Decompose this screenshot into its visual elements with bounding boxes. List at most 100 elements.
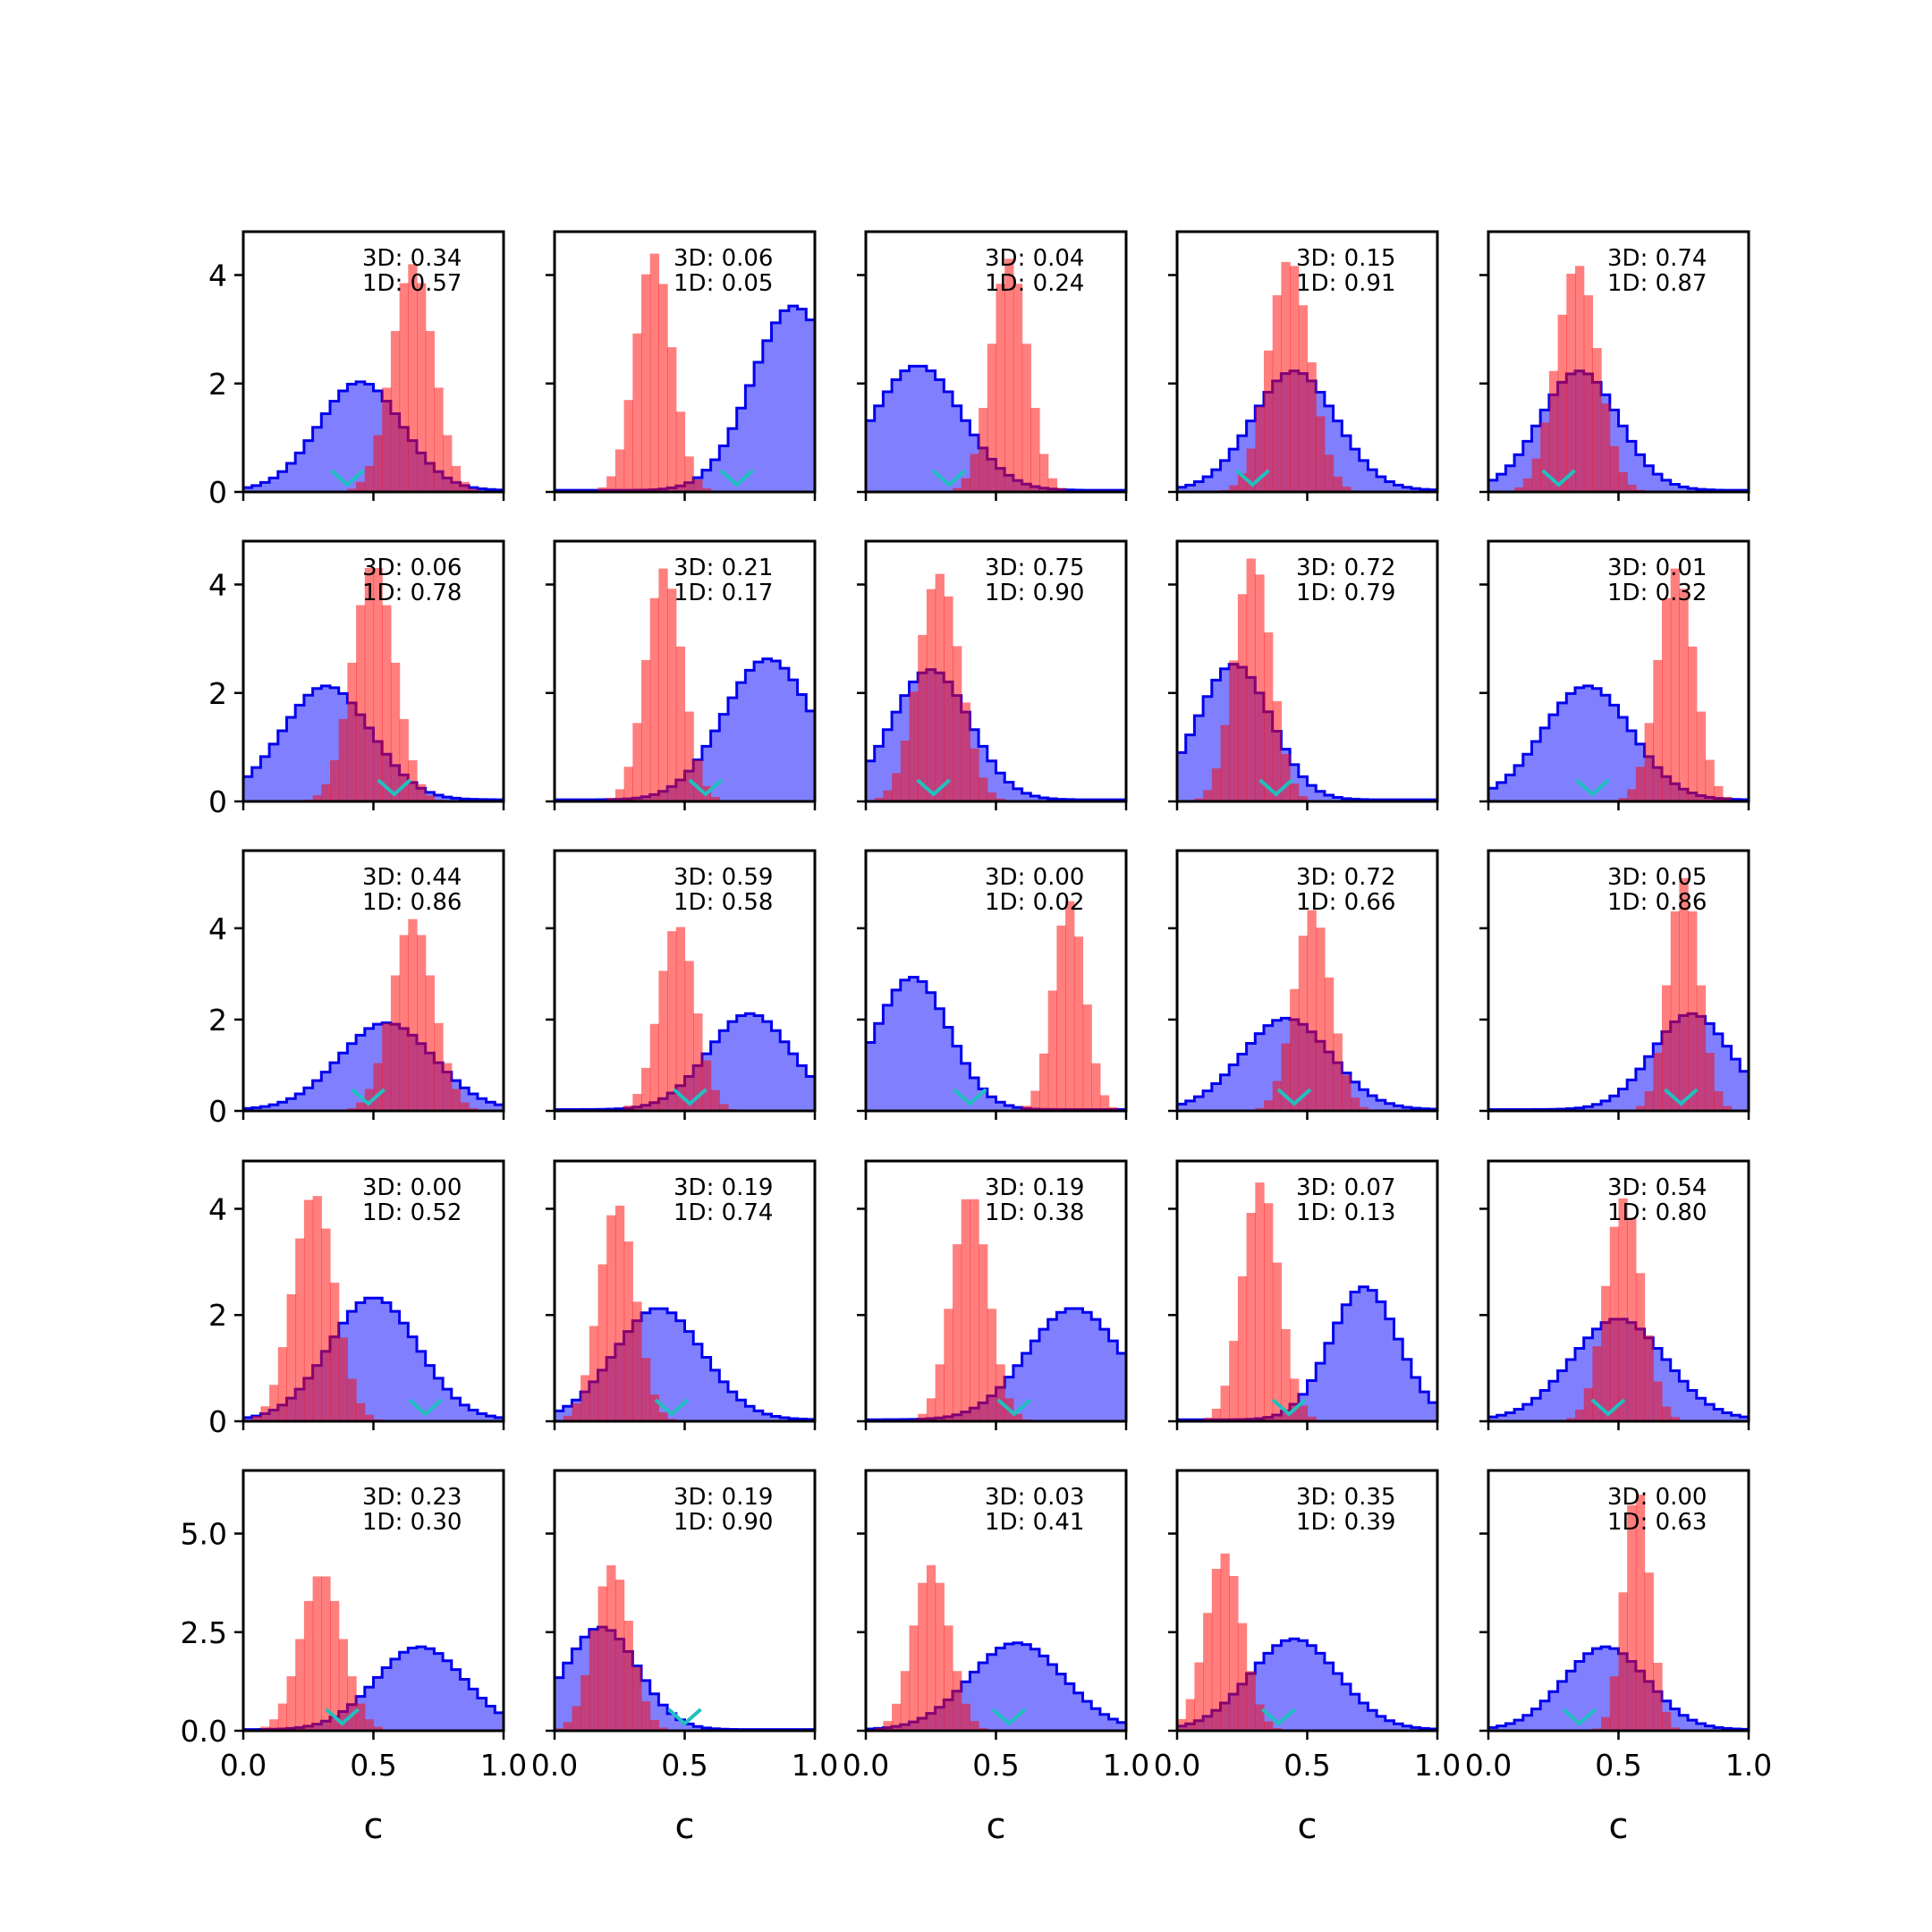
red-histogram-bar — [1246, 1213, 1256, 1421]
x-axis-label: c — [675, 1806, 695, 1847]
x-tick-label: 1.0 — [480, 1748, 527, 1783]
red-histogram-bar — [1255, 1107, 1265, 1111]
red-histogram-bar — [321, 784, 331, 801]
red-histogram-bar — [382, 605, 392, 801]
x-tick-label: 0.5 — [972, 1748, 1019, 1783]
red-histogram-bar — [1540, 422, 1550, 492]
red-histogram-bar — [1237, 1275, 1248, 1421]
blue-histogram-fill — [866, 977, 1126, 1111]
red-histogram-bar — [953, 1671, 962, 1731]
red-histogram-bar — [460, 481, 470, 492]
true-value-marker — [672, 1088, 708, 1106]
y-tick-label: 0.0 — [181, 1714, 227, 1749]
red-histogram-bar — [1255, 406, 1265, 492]
red-histogram-bar — [1627, 789, 1637, 801]
red-histogram-bar — [1531, 458, 1541, 492]
annotation-3d: 3D: 0.35 — [1296, 1484, 1395, 1511]
y-tick-label: 0 — [208, 1094, 227, 1129]
red-histogram-bar — [961, 478, 970, 492]
red-histogram-bar — [970, 1721, 979, 1731]
red-histogram-bar — [1342, 1074, 1352, 1111]
red-histogram-bar — [1609, 1676, 1620, 1731]
red-histogram-bar — [330, 760, 340, 801]
red-histogram-bar — [1030, 408, 1040, 492]
red-histogram-bar — [1627, 1504, 1637, 1731]
red-histogram-bar — [356, 605, 366, 801]
annotation-1d: 1D: 0.87 — [1607, 270, 1707, 297]
red-histogram-bar — [701, 1060, 712, 1111]
true-value-marker — [996, 1398, 1032, 1417]
blue-histogram-outline — [242, 1021, 505, 1111]
blue-histogram-fill — [555, 658, 815, 801]
annotation-3d: 3D: 0.00 — [1607, 1484, 1707, 1511]
red-histogram-bar — [373, 1726, 383, 1731]
y-tick-label: 4 — [208, 1191, 227, 1226]
true-value-marker — [408, 1398, 444, 1417]
red-histogram-bar — [364, 465, 375, 492]
red-histogram-bar — [364, 567, 375, 801]
red-histogram-bar — [1272, 1262, 1282, 1421]
red-histogram-bar — [874, 797, 884, 801]
red-histogram-bar — [719, 1104, 729, 1111]
red-histogram-bar — [606, 798, 616, 801]
red-histogram-bar — [1281, 1329, 1291, 1421]
annotation-3d: 3D: 0.07 — [1296, 1174, 1395, 1201]
red-histogram-bar — [684, 961, 694, 1111]
red-histogram-bar — [1644, 723, 1654, 801]
red-histogram-bar — [277, 1703, 288, 1731]
red-histogram-bar — [935, 1364, 945, 1421]
red-histogram-bar — [874, 1727, 884, 1731]
red-histogram-bar — [1264, 632, 1274, 801]
red-histogram-bar — [1705, 759, 1715, 801]
red-histogram-bar — [658, 568, 668, 801]
red-histogram-bar — [1177, 1718, 1187, 1731]
red-histogram-bar — [1662, 1406, 1672, 1421]
red-histogram-bar — [632, 1093, 642, 1111]
red-histogram-bar — [1264, 350, 1274, 492]
x-tick-label: 0.0 — [531, 1748, 578, 1783]
blue-histogram-fill — [866, 366, 1126, 492]
red-histogram-bar — [1679, 877, 1689, 1111]
red-histogram-bar — [356, 481, 366, 492]
red-histogram-bar — [356, 1102, 366, 1111]
y-tick-label: 0 — [208, 784, 227, 819]
annotation-1d: 1D: 0.79 — [1296, 580, 1395, 606]
red-histogram-bar — [996, 1364, 1005, 1421]
x-tick-label: 0.5 — [350, 1748, 396, 1783]
red-histogram-bar — [675, 646, 686, 801]
red-histogram-bar — [338, 1337, 348, 1421]
red-histogram-bar — [356, 1402, 366, 1421]
true-value-marker — [953, 1088, 987, 1106]
red-histogram-bar — [1298, 936, 1309, 1111]
x-axis-label: c — [1609, 1806, 1629, 1847]
blue-histogram-outline — [1487, 369, 1750, 492]
red-histogram-bar — [451, 465, 462, 492]
red-histogram-bar — [390, 331, 401, 492]
red-histogram-bar — [649, 253, 659, 492]
y-tick-label: 2 — [208, 1003, 227, 1038]
x-tick-label: 0.0 — [1154, 1748, 1200, 1783]
annotation-3d: 3D: 0.23 — [362, 1484, 462, 1511]
red-histogram-bar — [425, 331, 435, 492]
red-histogram-bar — [1264, 1203, 1274, 1421]
red-histogram-bar — [641, 659, 651, 801]
red-histogram-bar — [641, 1067, 651, 1111]
red-histogram-bar — [1722, 1106, 1733, 1111]
red-histogram-bar — [1679, 589, 1689, 801]
red-histogram-bar — [1688, 646, 1698, 801]
red-histogram-bar — [1246, 448, 1256, 492]
red-histogram-bar — [382, 387, 392, 492]
true-value-marker — [1575, 778, 1610, 797]
red-histogram-bar — [1220, 724, 1230, 801]
red-histogram-bar — [935, 1582, 945, 1731]
annotation-1d: 1D: 0.52 — [362, 1199, 462, 1226]
red-histogram-bar — [641, 1358, 651, 1421]
red-histogram-bar — [632, 723, 642, 801]
red-histogram-bar — [1073, 936, 1084, 1111]
red-histogram-bar — [417, 935, 427, 1111]
red-histogram-bar — [1592, 1346, 1602, 1421]
red-histogram-bar — [1047, 990, 1057, 1111]
annotation-1d: 1D: 0.41 — [985, 1509, 1084, 1536]
